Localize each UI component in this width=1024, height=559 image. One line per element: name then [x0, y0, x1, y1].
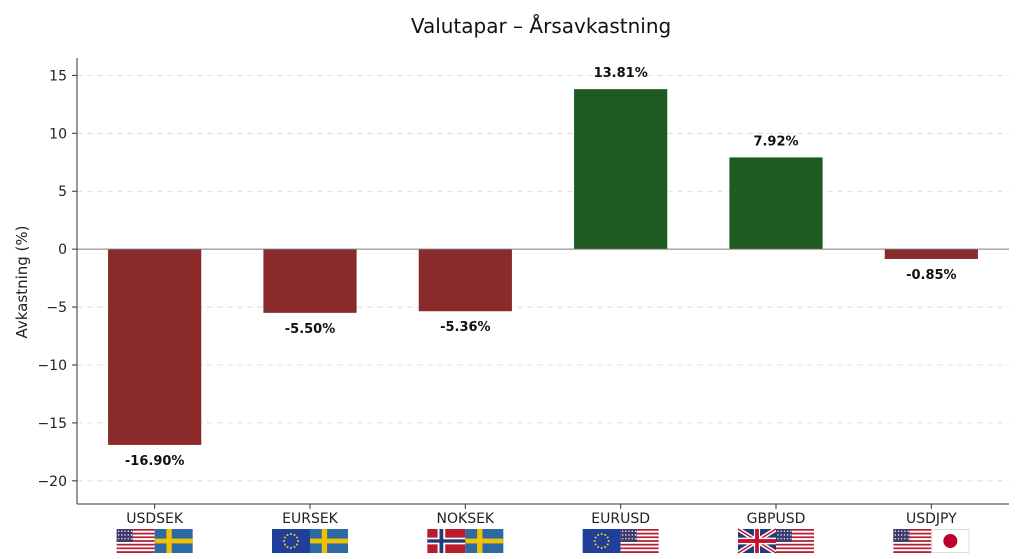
us-flag-icon — [776, 529, 814, 553]
se-flag-icon — [154, 529, 193, 553]
bar-noksek — [418, 249, 512, 312]
axes — [76, 58, 1009, 505]
x-tick-label: USDJPY — [906, 511, 957, 527]
chart-title: Valutapar – Årsavkastning — [411, 14, 671, 38]
eu-flag-icon — [272, 529, 310, 553]
bar-usdjpy — [884, 249, 978, 259]
y-tick-label: −10 — [37, 358, 67, 374]
y-tick-label: −20 — [37, 474, 67, 490]
y-tick-labels: 15 10 5 0 −5 −10 −15 −20 — [37, 68, 77, 490]
eu-flag-icon — [582, 529, 621, 553]
x-tick-label: USDSEK — [126, 511, 184, 527]
se-flag-icon — [310, 529, 348, 553]
us-flag-icon — [893, 529, 932, 553]
y-tick-label: 0 — [58, 242, 67, 258]
data-label: 7.92% — [753, 134, 798, 149]
us-flag-icon — [620, 529, 659, 553]
x-tick-label: GBPUSD — [747, 511, 806, 527]
data-label: -5.36% — [440, 320, 491, 335]
y-tick-label: 10 — [49, 126, 67, 142]
bar-usdsek — [108, 249, 202, 445]
jp-flag-icon — [931, 529, 970, 553]
y-tick-label: −15 — [37, 416, 67, 432]
bar-eurusd — [574, 89, 668, 250]
bars — [108, 89, 978, 445]
y-tick-label: 5 — [58, 184, 67, 200]
se-flag-icon — [465, 529, 504, 553]
gb-flag-icon — [736, 527, 778, 555]
x-tick-label: EURUSD — [591, 511, 650, 527]
y-tick-label: 15 — [49, 68, 67, 84]
bar-eursek — [263, 249, 357, 313]
y-tick-label: −5 — [46, 300, 67, 316]
us-flag-icon — [116, 529, 155, 553]
bar-gbpusd — [729, 157, 823, 250]
x-tick-label: EURSEK — [282, 511, 339, 527]
data-label: -0.85% — [906, 268, 957, 283]
data-label: 13.81% — [594, 66, 648, 81]
no-flag-icon — [427, 529, 466, 553]
data-label: -5.50% — [285, 322, 336, 337]
flag-icons — [116, 527, 970, 555]
x-tick-label: NOKSEK — [437, 511, 495, 527]
gridlines — [77, 74, 1009, 482]
data-label: -16.90% — [125, 454, 185, 469]
x-tick-labels: USDSEK EURSEK NOKSEK EURUSD GBPUSD USDJPY — [126, 504, 957, 527]
y-axis-label: Avkastning (%) — [13, 226, 31, 339]
data-labels: -16.90% -5.50% -5.36% 13.81% 7.92% -0.85% — [125, 66, 957, 469]
